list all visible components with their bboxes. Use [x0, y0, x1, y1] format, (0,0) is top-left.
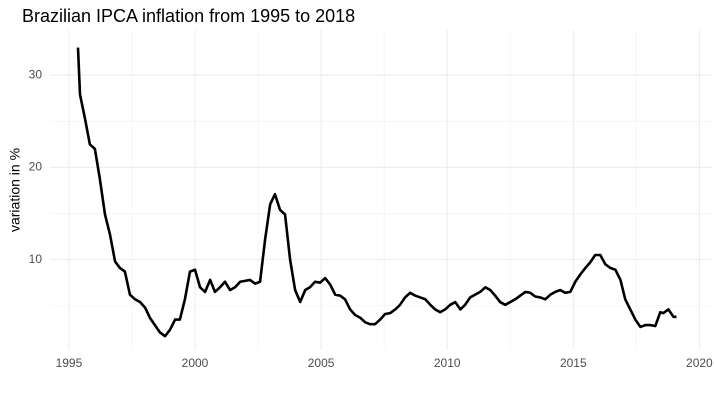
x-tick-label: 2000: [182, 356, 209, 370]
x-tick-label: 2015: [560, 356, 587, 370]
x-tick-label: 2005: [308, 356, 335, 370]
chart-title: Brazilian IPCA inflation from 1995 to 20…: [22, 6, 355, 26]
y-tick-label: 30: [29, 67, 43, 81]
data-line: [76, 47, 677, 338]
x-tick-label: 2020: [686, 356, 713, 370]
y-tick-label: 20: [29, 160, 43, 174]
x-tick-label: 2010: [434, 356, 461, 370]
y-tick-label: 10: [29, 252, 43, 266]
x-tick-label: 1995: [56, 356, 83, 370]
y-axis-label: variation in %: [7, 148, 23, 232]
